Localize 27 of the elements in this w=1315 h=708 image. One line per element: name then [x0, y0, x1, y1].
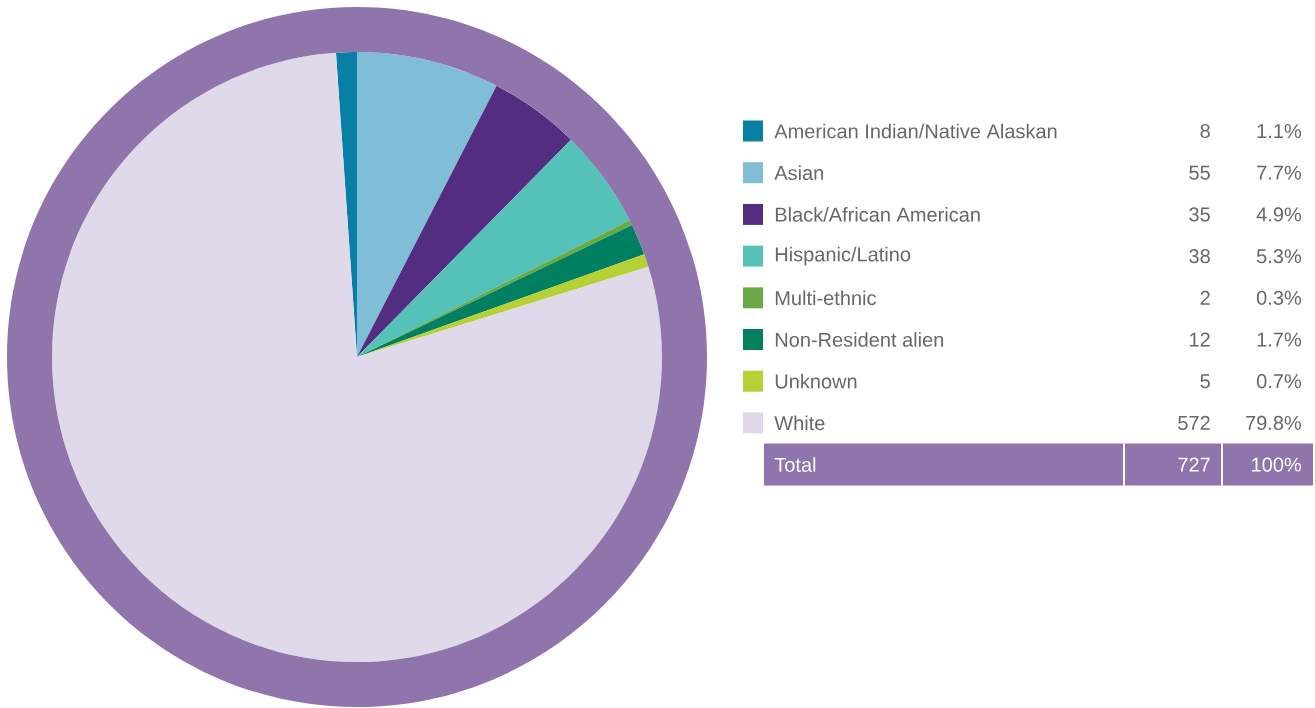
text: 0.7%: [1256, 374, 1302, 389]
legend-label: White: [774, 415, 825, 431]
legend-label: Multi-ethnic: [775, 290, 876, 306]
legend-label: American Indian/Native Alaskan: [774, 123, 1057, 139]
legend-label: Non-Resident alien: [775, 332, 944, 347]
text: Total: [774, 457, 816, 472]
data-label: 35: [1189, 207, 1210, 222]
legend-label: Asian: [774, 165, 823, 181]
data-label: 38: [1189, 249, 1210, 264]
legend-label: Hispanic/Latino: [775, 246, 911, 266]
data-label: 55: [1189, 165, 1210, 180]
text: 79.8%: [1246, 415, 1302, 430]
text: 5.3%: [1256, 249, 1302, 264]
legend-label: Black/African American: [775, 207, 980, 222]
data-label: 12: [1190, 332, 1210, 347]
text: 1.7%: [1257, 332, 1302, 347]
data-label: 5: [1200, 374, 1210, 389]
text: 727: [1178, 457, 1210, 472]
text: 7.7%: [1257, 165, 1302, 180]
text: 4.9%: [1256, 207, 1302, 222]
data-label: 8: [1200, 123, 1210, 139]
text: 1.1%: [1257, 124, 1302, 139]
legend-label: Unknown: [775, 373, 857, 389]
text: 100%: [1252, 457, 1302, 472]
text: 0.3%: [1256, 290, 1302, 305]
data-label: 572: [1178, 415, 1210, 430]
data-label: 2: [1200, 290, 1210, 305]
